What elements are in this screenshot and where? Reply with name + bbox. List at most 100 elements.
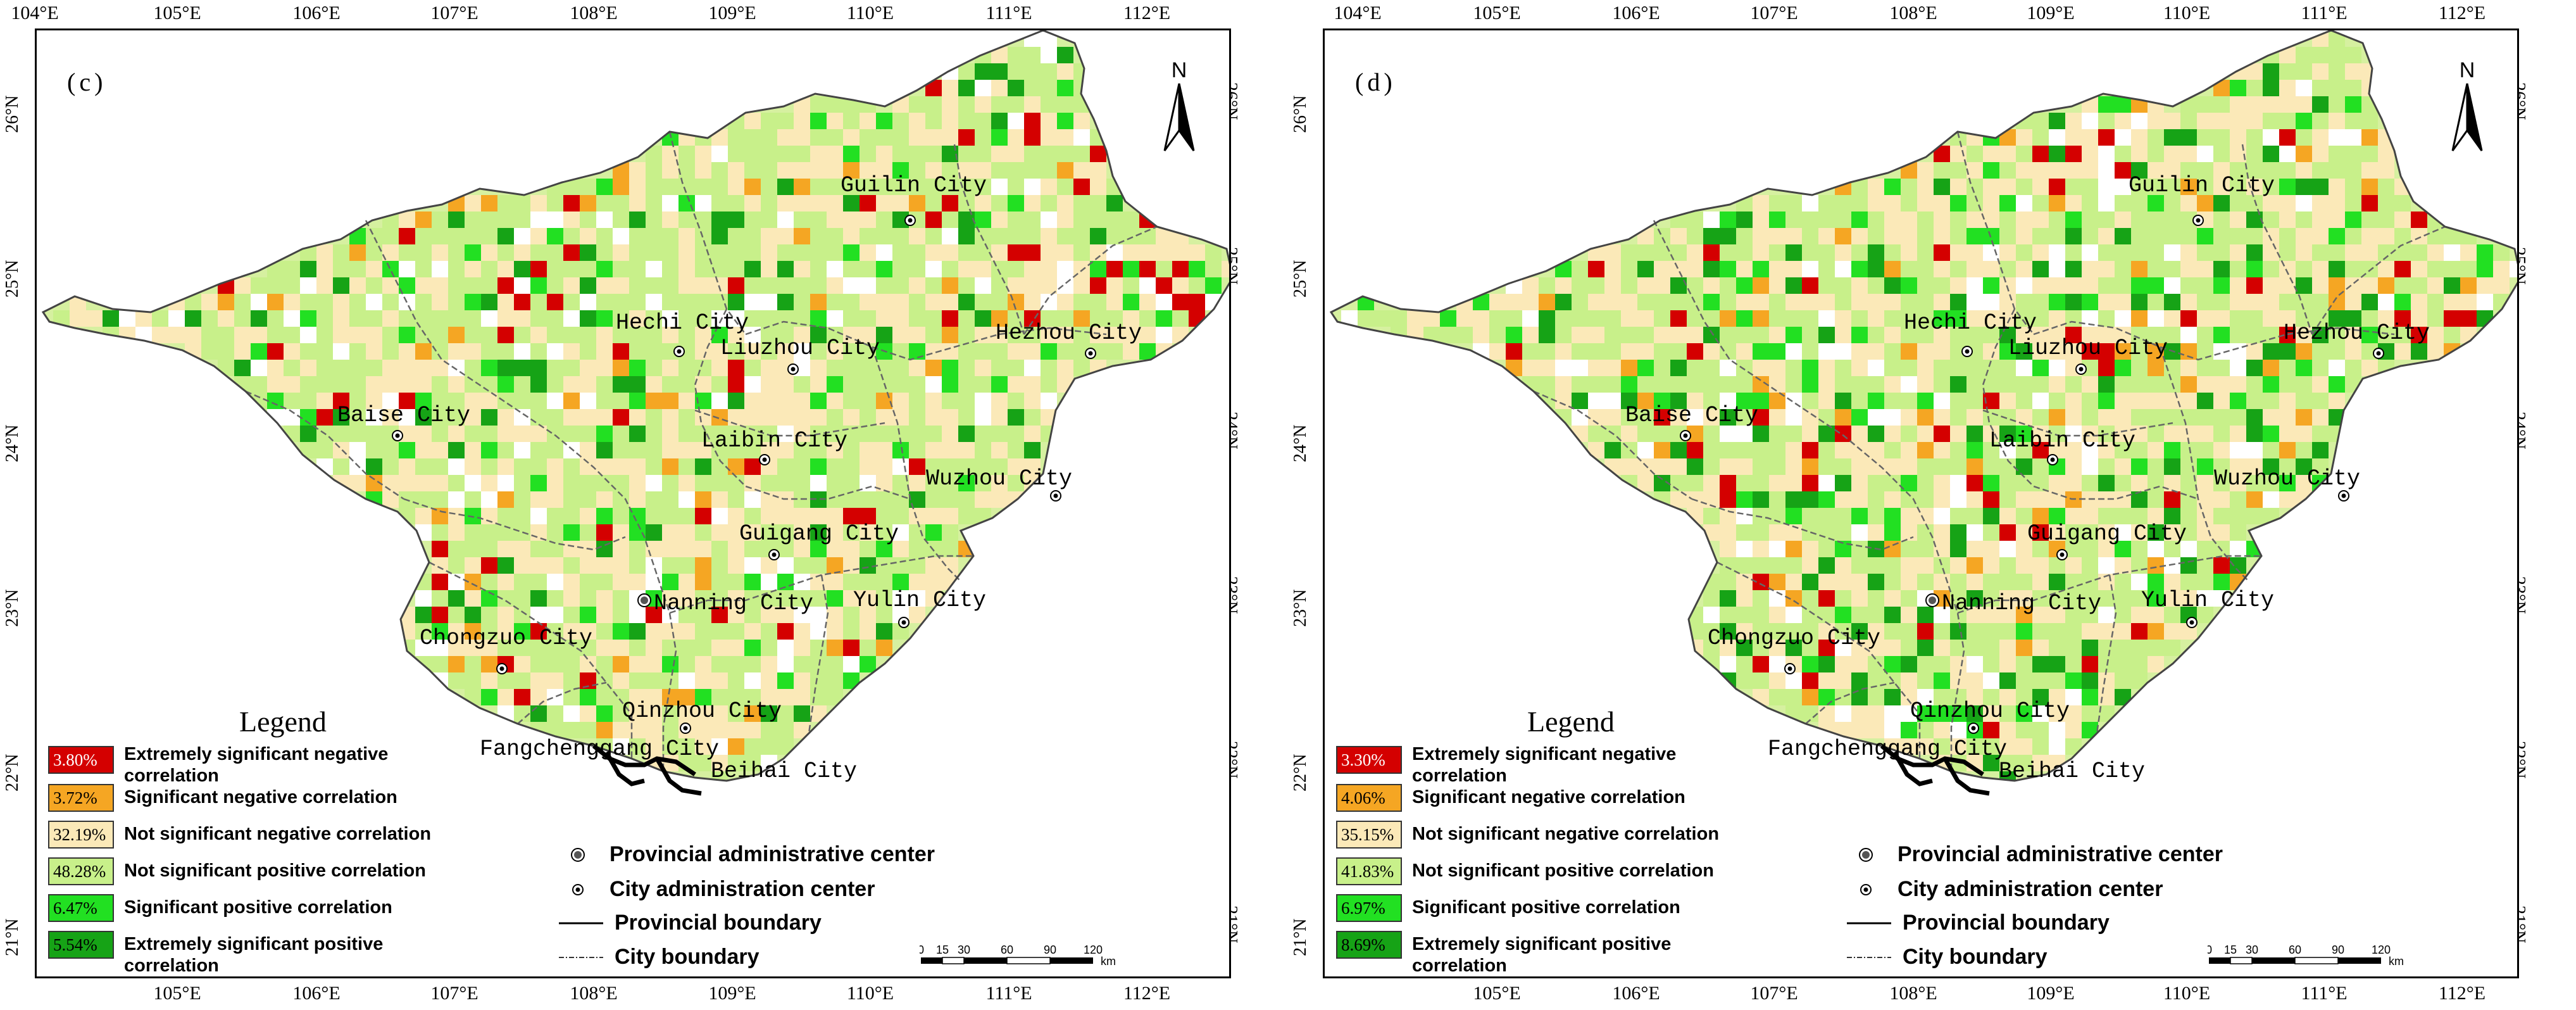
correlation-cell <box>349 261 366 277</box>
correlation-cell <box>1901 656 1917 672</box>
correlation-cell <box>596 590 613 607</box>
correlation-cell <box>1835 310 1851 327</box>
no-data-cell <box>744 557 761 574</box>
correlation-cell <box>1604 343 1621 360</box>
correlation-cell <box>2279 211 2296 228</box>
correlation-cell <box>2394 195 2411 211</box>
correlation-cell <box>646 672 662 689</box>
correlation-cell <box>399 360 415 376</box>
correlation-cell <box>1851 475 1868 491</box>
correlation-cell <box>860 310 876 327</box>
correlation-cell <box>1934 376 1950 393</box>
correlation-cell <box>794 376 810 393</box>
correlation-cell <box>2213 557 2230 574</box>
correlation-cell <box>1703 294 1720 310</box>
lon-tick-bottom: 107°E <box>1750 983 1798 1004</box>
correlation-cell <box>2148 623 2164 640</box>
correlation-cell <box>860 360 876 376</box>
correlation-cell <box>744 458 761 475</box>
correlation-cell <box>1785 376 1802 393</box>
scale-label: 90 <box>2332 944 2344 956</box>
correlation-cell <box>827 162 843 179</box>
correlation-cell <box>1868 491 1884 508</box>
city-boundary-line <box>953 144 1025 335</box>
correlation-cell <box>497 244 514 261</box>
correlation-cell <box>925 211 942 228</box>
correlation-cell <box>925 393 942 409</box>
correlation-cell <box>399 327 415 343</box>
correlation-cell <box>909 129 925 146</box>
correlation-cell <box>646 211 662 228</box>
correlation-cell <box>1736 343 1753 360</box>
correlation-cell <box>2016 129 2032 146</box>
correlation-cell <box>2049 211 2065 228</box>
correlation-cell <box>909 146 925 162</box>
correlation-cell <box>2016 310 2032 327</box>
correlation-cell <box>2213 491 2230 508</box>
correlation-cell <box>2345 162 2361 179</box>
correlation-cell <box>1818 277 1835 294</box>
correlation-cell <box>1703 376 1720 393</box>
correlation-cell <box>1205 277 1222 294</box>
correlation-cell <box>1423 310 1440 327</box>
correlation-cell <box>1835 458 1851 475</box>
correlation-cell <box>843 574 860 590</box>
legend-label: Significant negative correlation <box>124 787 397 807</box>
correlation-cell <box>382 261 399 277</box>
correlation-cell <box>2115 689 2131 705</box>
correlation-cell <box>2131 129 2148 146</box>
city-boundary-line <box>2096 574 2117 734</box>
correlation-cell <box>2049 656 2065 672</box>
correlation-cell <box>2065 113 2082 129</box>
correlation-cell <box>1753 640 1769 656</box>
correlation-cell <box>678 277 695 294</box>
correlation-cell <box>465 656 481 672</box>
correlation-cell <box>1966 640 1983 656</box>
no-data-cell <box>1835 640 1851 656</box>
correlation-cell <box>465 360 481 376</box>
correlation-cell <box>2115 623 2131 640</box>
correlation-cell <box>777 146 794 162</box>
correlation-cell <box>1785 508 1802 524</box>
correlation-cell <box>761 146 777 162</box>
correlation-cell <box>777 261 794 277</box>
correlation-cell <box>432 491 448 508</box>
correlation-cell <box>1073 146 1090 162</box>
correlation-cell <box>2246 195 2263 211</box>
correlation-cell <box>1966 409 1983 426</box>
correlation-cell <box>1818 672 1835 689</box>
coastline-segment <box>1942 757 1990 796</box>
no-data-cell <box>1983 672 1999 689</box>
correlation-cell <box>530 244 547 261</box>
lon-tick-top: 105°E <box>1473 3 1521 23</box>
no-data-cell <box>1720 393 1736 409</box>
correlation-cell <box>1802 458 1818 475</box>
correlation-cell <box>2263 228 2279 244</box>
correlation-cell <box>794 261 810 277</box>
correlation-cell <box>2115 113 2131 129</box>
correlation-cell <box>1024 113 1041 129</box>
correlation-cell <box>497 574 514 590</box>
correlation-cell <box>2065 146 2082 162</box>
correlation-cell <box>2296 47 2312 63</box>
correlation-cell <box>1769 343 1785 360</box>
correlation-cell <box>1654 343 1670 360</box>
correlation-cell <box>481 343 497 360</box>
correlation-cell <box>2394 277 2411 294</box>
correlation-cell <box>744 541 761 557</box>
no-data-cell <box>547 211 563 228</box>
no-data-cell <box>547 607 563 623</box>
correlation-cell <box>843 590 860 607</box>
correlation-cell <box>2016 672 2032 689</box>
correlation-cell <box>744 508 761 524</box>
correlation-cell <box>316 442 333 458</box>
correlation-cell <box>2329 343 2345 360</box>
correlation-cell <box>662 393 678 409</box>
correlation-cell <box>1769 640 1785 656</box>
correlation-cell <box>2329 179 2345 195</box>
correlation-cell <box>300 393 316 409</box>
correlation-cell <box>2065 607 2082 623</box>
correlation-cell <box>1753 524 1769 541</box>
correlation-cell <box>678 327 695 343</box>
correlation-cell <box>2016 541 2032 557</box>
